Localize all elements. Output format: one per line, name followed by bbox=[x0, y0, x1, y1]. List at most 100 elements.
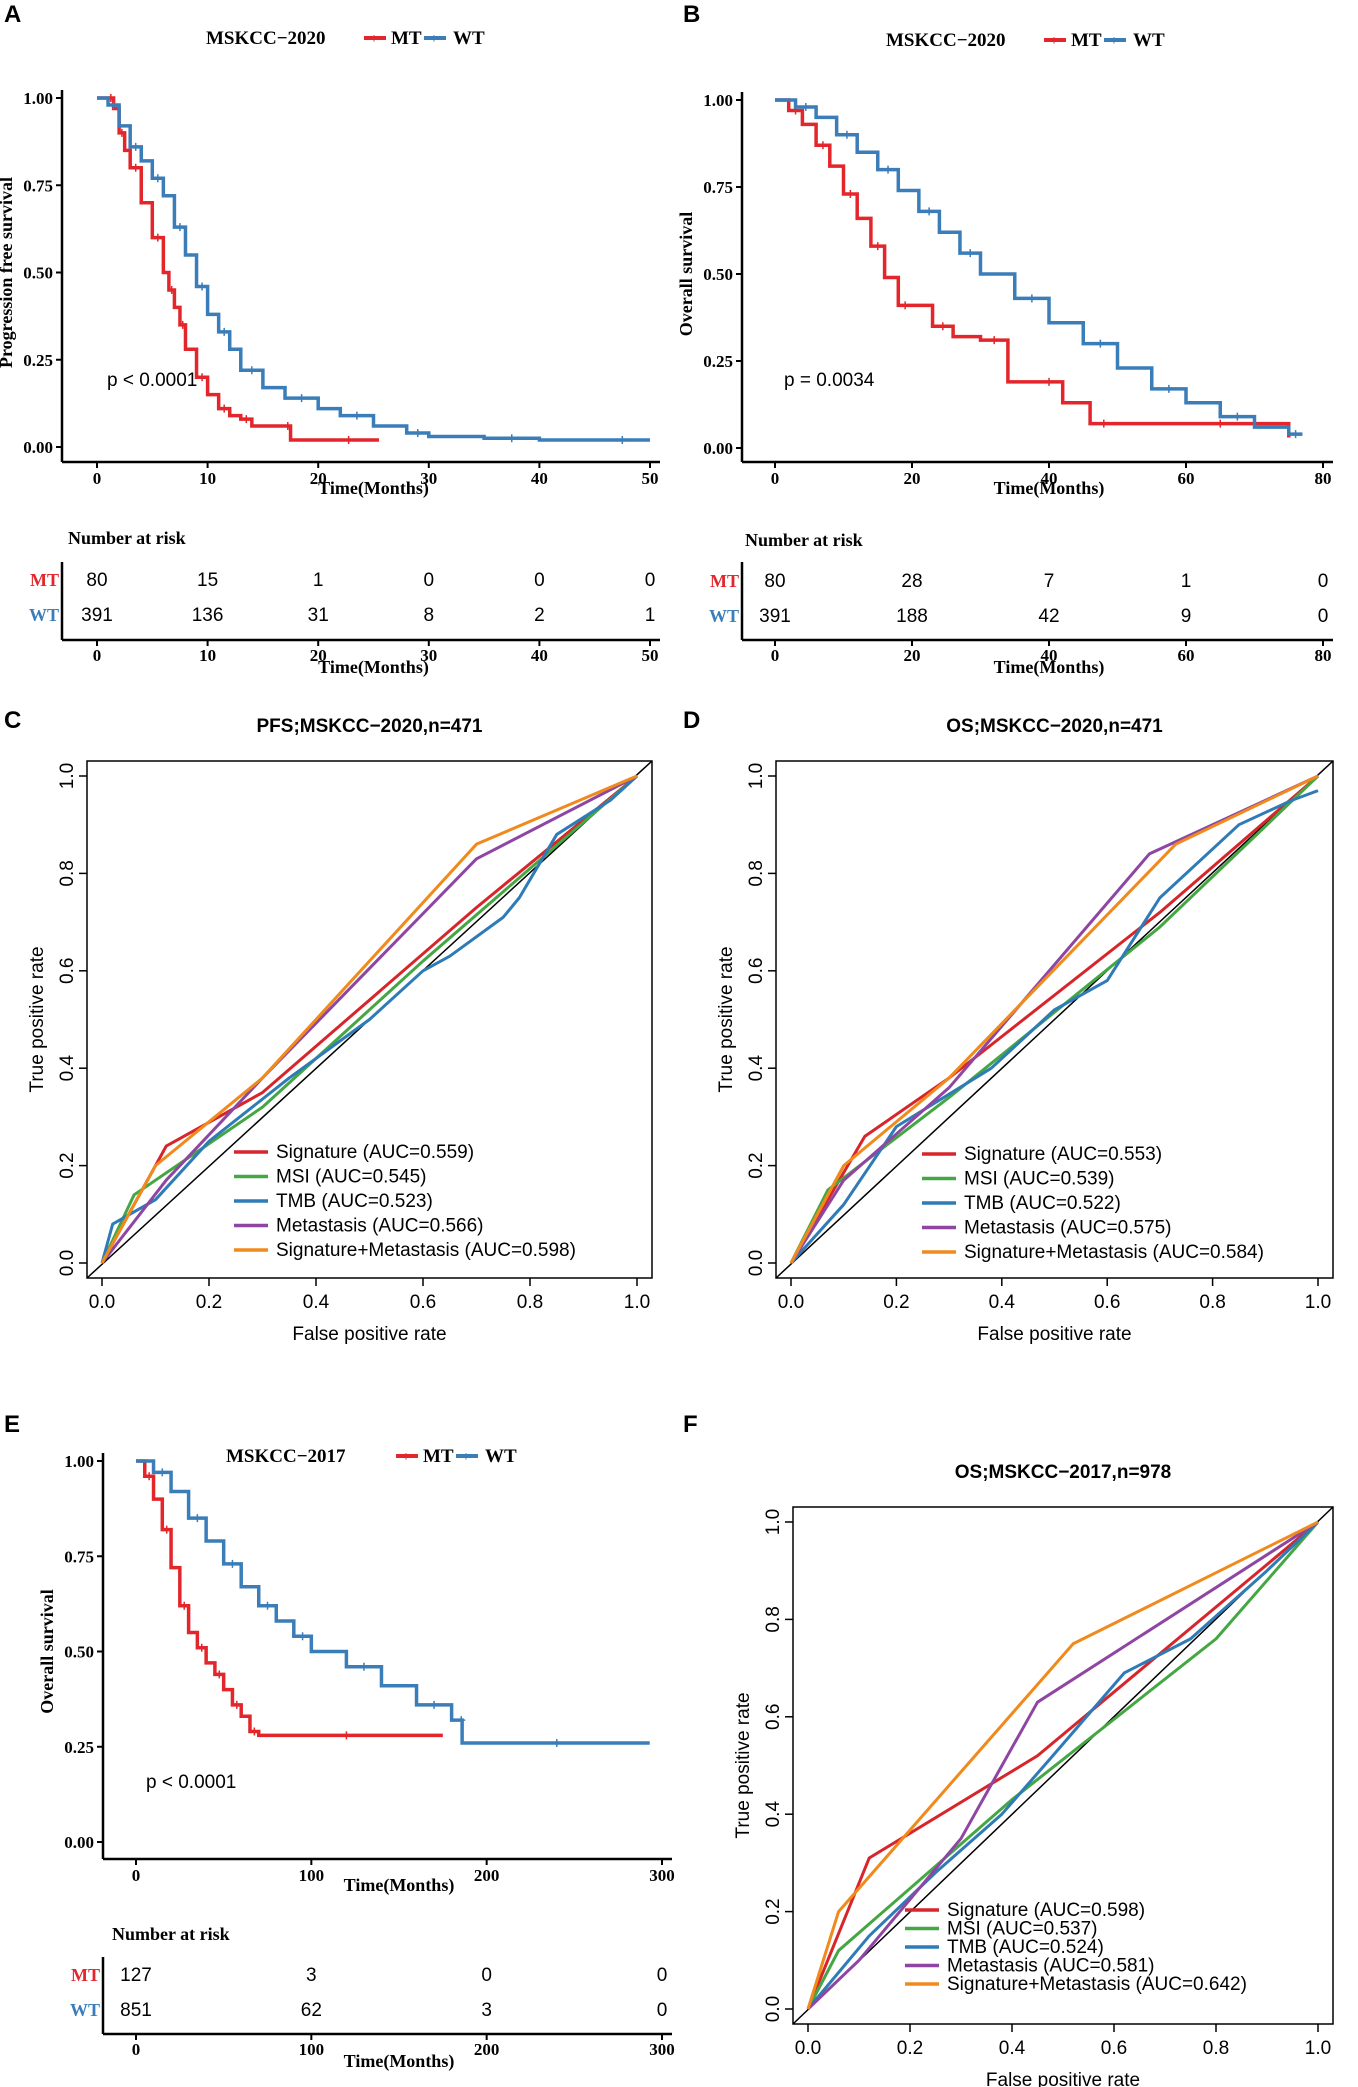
legend-label-metastasis: Metastasis (AUC=0.566) bbox=[276, 1216, 484, 1237]
x-tick-label: 0.8 bbox=[1203, 2038, 1229, 2059]
censor-mark bbox=[197, 1643, 206, 1652]
risk-row-label: WT bbox=[29, 605, 59, 625]
p-value: p < 0.0001 bbox=[146, 1772, 236, 1793]
risk-cell: 0 bbox=[645, 570, 656, 591]
censor-mark bbox=[193, 1514, 202, 1523]
panel-label-c: C bbox=[4, 707, 21, 734]
censor-mark bbox=[131, 163, 140, 172]
legend-mt-label: MT bbox=[423, 1446, 454, 1467]
y-tick-label: 0.6 bbox=[57, 958, 78, 984]
censor-mark bbox=[158, 1468, 167, 1477]
risk-cell: 0 bbox=[424, 570, 435, 591]
x-axis-title: Time(Months) bbox=[318, 478, 429, 499]
roc-panel-d: OS;MSKCC−2020,n=471 0.0 0.2 0.4 0.6 0.8 1.0 0.0… bbox=[716, 716, 1334, 1345]
y-tick-label: 1.00 bbox=[703, 91, 733, 110]
censor-mark bbox=[507, 434, 516, 443]
roc-panel-f: OS;MSKCC−2017,n=978 0.0 0.2 0.4 0.6 0.8 1.0 0.0… bbox=[733, 1462, 1334, 2087]
roc-curve-metastasis bbox=[789, 774, 1319, 1264]
y-tick-label: 0.4 bbox=[746, 1055, 767, 1082]
censor-mark bbox=[901, 301, 910, 310]
x-tick-label: 20 bbox=[310, 469, 327, 488]
p-value: p = 0.0034 bbox=[784, 370, 875, 391]
risk-cell: 188 bbox=[896, 606, 928, 627]
legend-label-metastasis: Metastasis (AUC=0.575) bbox=[964, 1218, 1172, 1239]
risk-x-axis-title: Time(Months) bbox=[994, 657, 1105, 678]
risk-x-tick-label: 10 bbox=[199, 646, 216, 665]
censor-mark bbox=[966, 249, 975, 258]
risk-x-axis-title: Time(Months) bbox=[318, 657, 429, 678]
y-tick-label: 0.0 bbox=[57, 1250, 78, 1276]
censor-mark bbox=[247, 366, 256, 375]
risk-cell: 1 bbox=[645, 605, 656, 626]
risk-x-tick-label: 40 bbox=[1041, 646, 1058, 665]
censor-mark bbox=[925, 207, 934, 216]
censor-mark bbox=[131, 142, 140, 151]
censor-mark bbox=[228, 1559, 237, 1568]
plot-frame bbox=[792, 1506, 1334, 2025]
risk-row-label: WT bbox=[709, 606, 739, 626]
censor-mark bbox=[232, 1700, 241, 1709]
risk-x-tick-label: 20 bbox=[904, 646, 921, 665]
censor-mark bbox=[1099, 419, 1108, 428]
risk-cell: 1 bbox=[1181, 571, 1192, 592]
legend-title: MSKCC−2017 bbox=[226, 1446, 346, 1467]
censor-mark bbox=[990, 336, 999, 345]
risk-x-tick-label: 0 bbox=[771, 646, 780, 665]
roc-curve-combined bbox=[789, 774, 1319, 1264]
risk-cell: 851 bbox=[120, 2000, 152, 2021]
legend-mt-mark: + bbox=[402, 1450, 410, 1465]
censor-mark bbox=[618, 436, 627, 445]
risk-cell: 28 bbox=[901, 571, 922, 592]
legend-mt-label: MT bbox=[1071, 30, 1102, 51]
x-tick-label: 0 bbox=[771, 469, 780, 488]
risk-cell: 80 bbox=[86, 570, 107, 591]
y-tick-label: 0.2 bbox=[763, 1898, 784, 1924]
risk-cell: 7 bbox=[1044, 571, 1055, 592]
x-axis-title: Time(Months) bbox=[344, 1875, 455, 1896]
legend-label-combined: Signature+Metastasis (AUC=0.584) bbox=[964, 1242, 1264, 1263]
censor-mark bbox=[263, 1601, 272, 1610]
risk-x-tick-label: 40 bbox=[531, 646, 548, 665]
plot-frame bbox=[775, 760, 1334, 1279]
risk-cell: 62 bbox=[301, 2000, 322, 2021]
y-axis-title: True positive rate bbox=[733, 1692, 754, 1838]
y-tick-label: 0.8 bbox=[746, 860, 767, 886]
censor-mark bbox=[1027, 294, 1036, 303]
x-axis-title: Time(Months) bbox=[994, 478, 1105, 499]
x-tick-label: 10 bbox=[199, 469, 216, 488]
legend-title: MSKCC−2020 bbox=[206, 28, 326, 49]
x-tick-label: 300 bbox=[649, 1866, 675, 1885]
plot-frame bbox=[86, 760, 653, 1279]
x-tick-label: 0.0 bbox=[89, 1292, 115, 1313]
censor-mark bbox=[220, 327, 229, 336]
panel-label-e: E bbox=[4, 1411, 20, 1438]
risk-x-axis-title: Time(Months) bbox=[344, 2051, 455, 2072]
x-tick-label: 30 bbox=[420, 469, 437, 488]
legend-label-msi: MSI (AUC=0.545) bbox=[276, 1167, 426, 1188]
roc-curve-combined bbox=[806, 1520, 1319, 2010]
y-tick-label: 0.25 bbox=[703, 352, 733, 371]
roc-curve-combined bbox=[100, 774, 638, 1264]
y-axis-title: Overall survival bbox=[676, 212, 696, 337]
y-tick-label: 0.00 bbox=[703, 439, 733, 458]
diagonal-reference bbox=[775, 760, 1334, 1279]
risk-x-tick-label: 300 bbox=[649, 2040, 675, 2059]
y-tick-label: 1.00 bbox=[64, 1452, 94, 1471]
y-tick-label: 0.50 bbox=[64, 1643, 94, 1662]
x-tick-label: 0.8 bbox=[517, 1292, 543, 1313]
censor-mark bbox=[297, 394, 306, 403]
y-tick-label: 1.00 bbox=[23, 89, 53, 108]
risk-x-tick-label: 80 bbox=[1315, 646, 1332, 665]
x-tick-label: 40 bbox=[531, 469, 548, 488]
risk-cell: 1 bbox=[313, 570, 324, 591]
legend-wt-mark: + bbox=[430, 32, 438, 47]
y-tick-label: 0.75 bbox=[64, 1547, 94, 1566]
roc-panel-c: PFS;MSKCC−2020,n=471 0.0 0.2 0.4 0.6 0.8 1.0 0.… bbox=[27, 716, 653, 1345]
km-panel-e: MSKCC−2017 + MT + WT 0.00 0.25 0.50 0.75 1.00 0 100… bbox=[37, 1446, 675, 2072]
x-tick-label: 0.6 bbox=[1101, 2038, 1127, 2059]
chart-title: PFS;MSKCC−2020,n=471 bbox=[257, 716, 483, 737]
x-tick-label: 100 bbox=[299, 1866, 325, 1885]
censor-mark bbox=[359, 1662, 368, 1671]
legend-mt-label: MT bbox=[391, 28, 422, 49]
